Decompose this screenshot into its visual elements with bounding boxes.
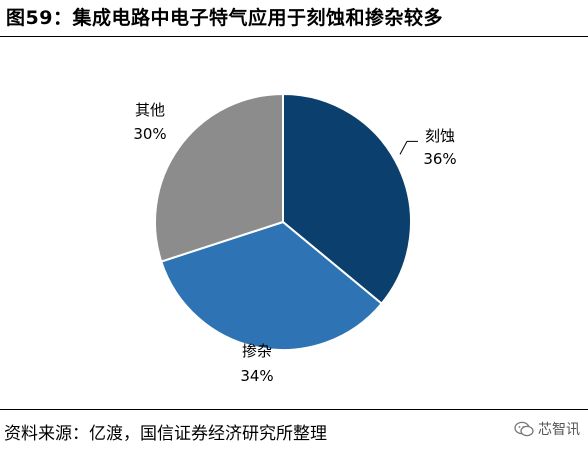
pie-slice-1: [282, 92, 412, 305]
pie-slice-3: [154, 92, 284, 263]
title-divider: [0, 36, 588, 37]
slice-label-3: 其他: [135, 101, 165, 119]
figure-title: 图59：集成电路中电子特气应用于刻蚀和掺杂较多: [6, 7, 443, 29]
slice-value-label-1: 36%: [423, 150, 456, 168]
source-note: 资料来源：亿渡，国信证券经济研究所整理: [4, 424, 327, 444]
slice-label-1: 刻蚀: [425, 127, 455, 145]
pie-slice-2: [160, 220, 384, 351]
source-divider: [0, 409, 588, 410]
wechat-icon: [514, 421, 534, 437]
watermark: 芯智讯: [514, 419, 580, 439]
slice-value-label-3: 30%: [133, 125, 166, 143]
slice-value-label-2: 34%: [240, 367, 273, 385]
watermark-text: 芯智讯: [538, 422, 580, 438]
leader-line-1: [399, 140, 418, 155]
slice-label-2: 掺杂: [242, 342, 272, 360]
pie-chart-area: 刻蚀 36% 掺杂 34% 其他 30%: [0, 38, 588, 408]
pie-chart: 刻蚀 36% 掺杂 34% 其他 30%: [133, 92, 457, 385]
